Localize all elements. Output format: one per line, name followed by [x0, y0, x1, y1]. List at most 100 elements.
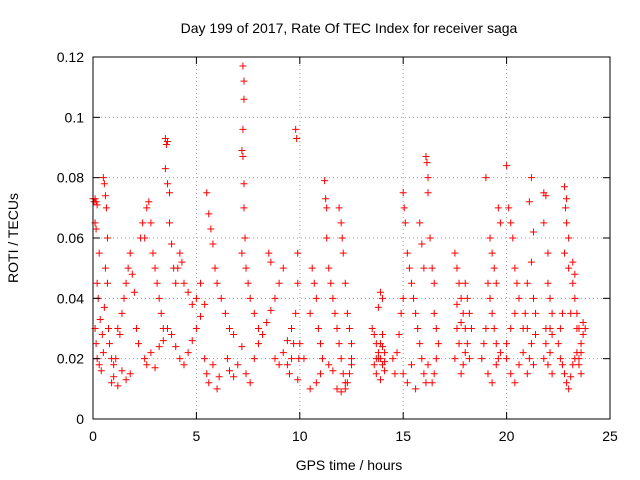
- data-point: [337, 219, 345, 227]
- data-point: [322, 195, 330, 203]
- data-point: [166, 189, 174, 197]
- data-point: [434, 340, 442, 348]
- data-point: [461, 279, 469, 287]
- data-point: [401, 219, 409, 227]
- data-point: [519, 325, 527, 332]
- data-point: [412, 385, 420, 393]
- data-point: [246, 379, 254, 387]
- data-point: [546, 294, 554, 302]
- data-point: [416, 340, 424, 348]
- data-point: [95, 249, 103, 257]
- data-point: [147, 349, 155, 357]
- data-point: [238, 147, 246, 155]
- data-point: [420, 370, 428, 378]
- data-point: [381, 349, 389, 357]
- data-point: [521, 309, 529, 317]
- data-point: [503, 340, 511, 348]
- data-point: [490, 264, 498, 272]
- x-tick-label: 15: [395, 428, 411, 444]
- data-point: [503, 162, 511, 170]
- data-point: [525, 198, 533, 206]
- data-point: [376, 376, 384, 384]
- data-point: [172, 279, 180, 287]
- grid: [93, 57, 610, 419]
- data-point: [296, 340, 304, 348]
- data-point: [205, 210, 213, 218]
- data-point: [461, 349, 469, 357]
- data-point: [244, 279, 252, 287]
- data-point: [118, 367, 126, 375]
- data-point: [457, 318, 465, 326]
- data-point: [484, 279, 492, 287]
- data-point: [424, 361, 432, 369]
- y-tick-label: 0.12: [57, 49, 84, 65]
- data-point: [561, 370, 569, 378]
- data-point: [565, 385, 573, 393]
- data-point: [556, 355, 564, 363]
- data-point: [370, 331, 378, 339]
- data-point: [399, 294, 407, 302]
- data-point: [279, 264, 287, 272]
- data-point: [263, 318, 271, 326]
- data-point: [424, 174, 432, 182]
- data-point: [455, 340, 463, 348]
- data-point: [430, 370, 438, 378]
- data-point: [292, 125, 300, 133]
- data-point: [314, 325, 322, 332]
- data-point: [348, 361, 355, 369]
- data-point: [239, 153, 247, 161]
- data-point: [240, 180, 248, 188]
- data-point: [126, 249, 134, 257]
- data-point: [161, 165, 169, 173]
- data-point: [110, 361, 118, 369]
- data-point: [275, 361, 283, 369]
- data-point: [174, 264, 182, 272]
- data-point: [241, 234, 249, 242]
- data-point: [410, 294, 418, 302]
- data-point: [432, 355, 440, 363]
- data-point: [271, 294, 279, 302]
- data-point: [484, 370, 492, 378]
- data-point: [155, 294, 163, 302]
- data-point: [507, 370, 515, 378]
- data-point: [151, 364, 159, 372]
- data-point: [124, 264, 132, 272]
- data-point: [126, 370, 134, 378]
- data-point: [403, 379, 411, 387]
- data-point: [345, 325, 353, 332]
- data-point: [416, 219, 424, 227]
- data-point: [424, 189, 432, 197]
- x-tick-label: 5: [193, 428, 201, 444]
- data-point: [575, 355, 583, 363]
- data-point: [254, 340, 262, 348]
- data-point: [492, 361, 500, 369]
- data-point: [532, 331, 540, 339]
- data-point: [162, 140, 170, 148]
- data-point: [288, 325, 296, 332]
- data-point: [239, 62, 247, 70]
- data-point: [525, 355, 533, 363]
- data-point: [230, 331, 238, 339]
- data-point: [519, 349, 527, 357]
- data-point: [168, 331, 176, 339]
- data-point: [331, 309, 339, 317]
- data-point: [217, 294, 225, 302]
- data-point: [370, 361, 378, 369]
- data-point: [283, 361, 291, 369]
- data-point: [259, 331, 267, 339]
- data-point: [569, 258, 577, 266]
- chart-title: Day 199 of 2017, Rate Of TEC Index for r…: [181, 20, 518, 36]
- data-point: [563, 195, 571, 203]
- data-point: [343, 309, 351, 317]
- data-point: [507, 325, 515, 332]
- data-point: [225, 367, 233, 375]
- data-point: [540, 355, 548, 363]
- data-point: [581, 325, 589, 332]
- data-point: [573, 325, 581, 332]
- data-point: [527, 174, 535, 182]
- y-tick-label: 0.08: [57, 170, 84, 186]
- data-point: [163, 137, 171, 145]
- data-point: [176, 249, 184, 257]
- x-tick-label: 10: [292, 428, 308, 444]
